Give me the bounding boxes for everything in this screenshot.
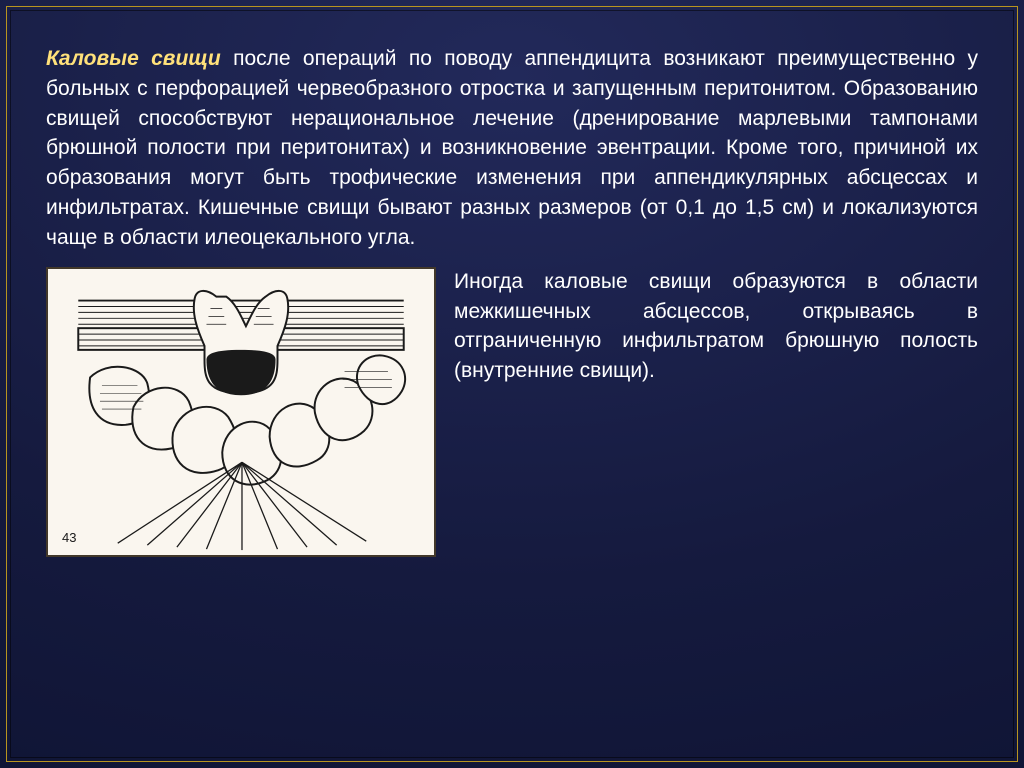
emphasis-phrase: Каловые свищи <box>46 47 221 70</box>
paragraph-2: Иногда каловые свищи образуются в област… <box>454 267 978 386</box>
medical-illustration: 43 <box>46 267 436 557</box>
content-row: 43 Иногда каловые свищи образуются в обл… <box>46 267 978 557</box>
paragraph-1-body: после операций по поводу аппендицита воз… <box>46 47 978 249</box>
figure-number: 43 <box>62 530 76 545</box>
slide: Каловые свищи после операций по поводу а… <box>0 0 1024 768</box>
paragraph-1: Каловые свищи после операций по поводу а… <box>46 44 978 253</box>
